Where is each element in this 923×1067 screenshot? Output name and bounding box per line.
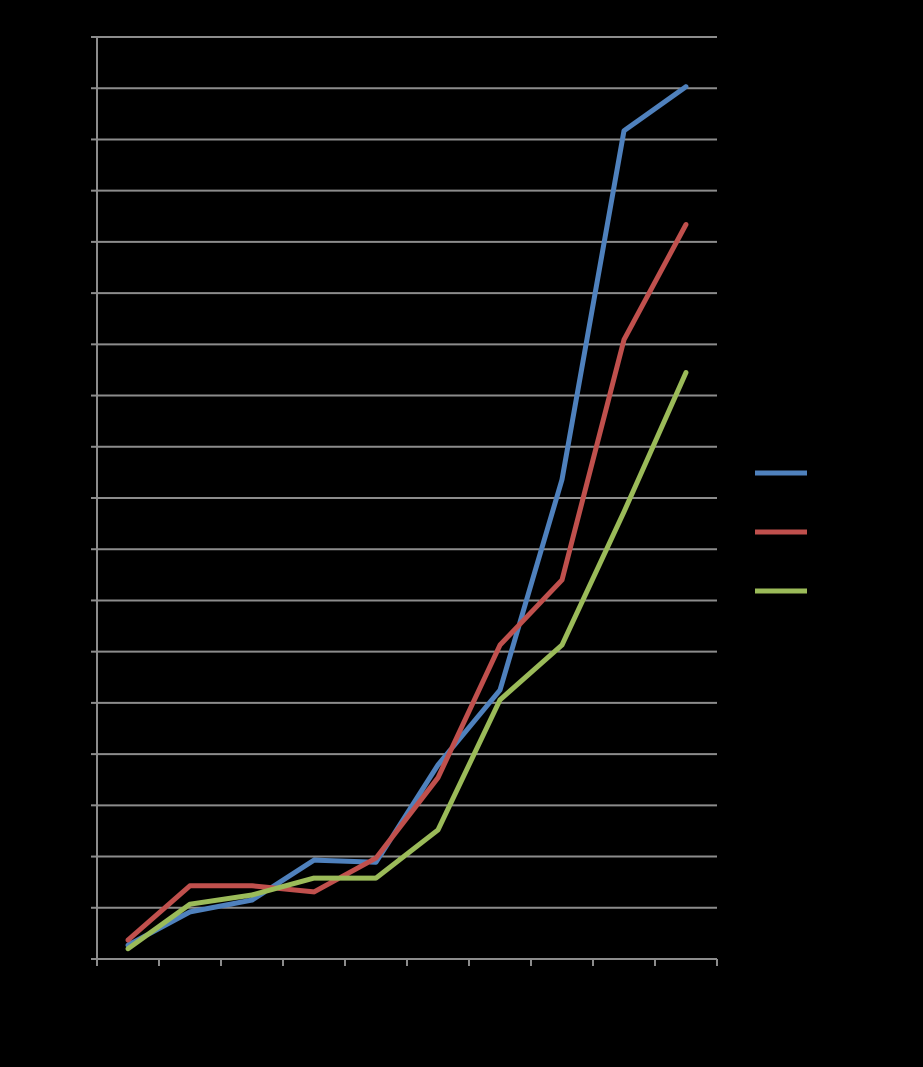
- series-line: [125, 221, 689, 943]
- series-line: [125, 370, 689, 952]
- series-line: [125, 84, 689, 948]
